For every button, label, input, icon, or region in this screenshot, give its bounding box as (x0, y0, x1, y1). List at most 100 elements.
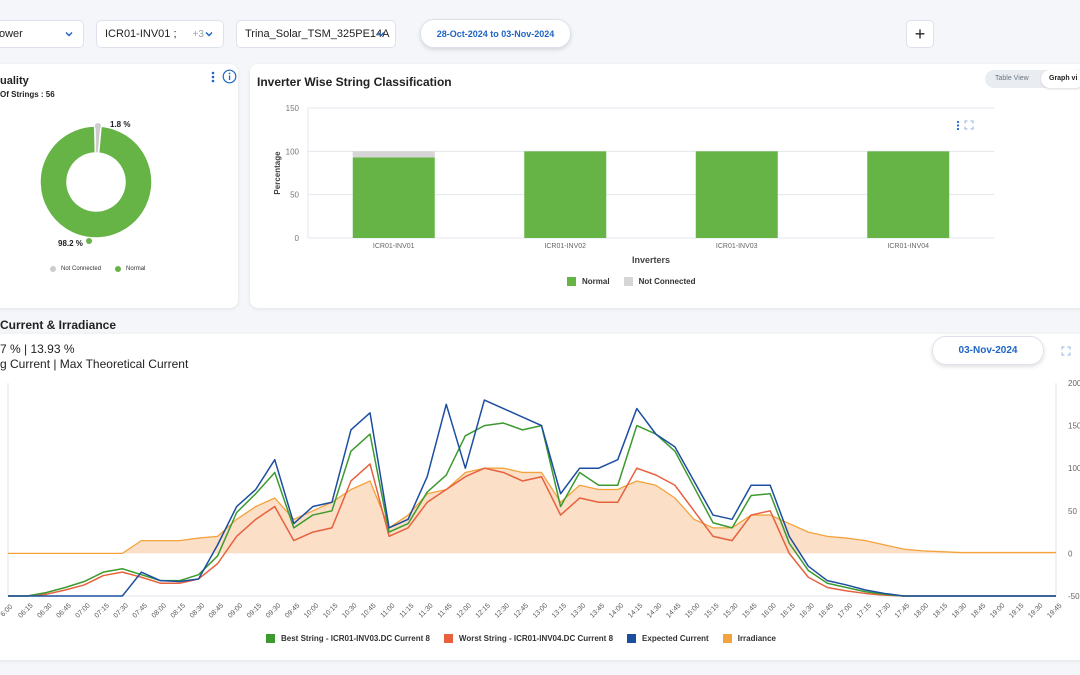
line-x-tick-label: 09:30 (265, 602, 282, 619)
line-series-expected-current[interactable] (8, 399, 1056, 597)
table-view-option[interactable]: Table View (995, 75, 1029, 82)
line-x-tick-label: 12:45 (513, 602, 530, 619)
donut-legend: Not Connected Normal (38, 266, 145, 272)
classification-bar-chart: ICR01-INV01 ICR01-INV02 ICR01-INV03 ICR01-I… (273, 104, 994, 265)
line-x-tick-label: 14:45 (665, 602, 682, 619)
current-stats-labels: g Current | Max Theoretical Current (0, 357, 189, 371)
string-quality-donut: 1.8 % 98.2 % (39, 120, 153, 248)
line-x-tick-label: 15:45 (741, 602, 758, 619)
line-x-tick-label: 08:00 (151, 602, 168, 619)
donut-label-marker (94, 123, 101, 130)
line-x-tick-label: 12:00 (456, 602, 473, 619)
current-irradiance-title: Current & Irradiance (0, 318, 117, 332)
line-x-tick-label: 14:30 (646, 602, 663, 619)
line-x-tick-label: 6:00 (0, 604, 14, 619)
legend-label-worst-string: Worst String - ICR01-INV04.DC Current 8 (458, 634, 614, 643)
view-toggle: Table View Graph vi (985, 70, 1080, 88)
legend-swatch-not-connected (623, 277, 633, 286)
line-x-tick-label: 18:15 (932, 602, 949, 619)
line-x-tick-label: 07:00 (74, 602, 91, 619)
kebab-menu-icon[interactable] (209, 71, 217, 83)
donut-label-marker (86, 238, 92, 244)
string-count-label: Of Strings : 56 (0, 90, 55, 99)
line-x-tick-label: 13:45 (589, 602, 606, 619)
line-x-tick-label: 10:15 (322, 602, 339, 619)
line-x-tick-label: 11:00 (380, 602, 397, 619)
line-y-tick-label: 50 (1068, 507, 1077, 516)
line-x-tick-label: 09:15 (246, 602, 263, 619)
bar-normal-3[interactable] (695, 151, 778, 238)
line-series-best-string[interactable] (8, 422, 1056, 597)
kebab-menu-icon[interactable] (955, 120, 961, 131)
line-x-tick-label: 11:30 (418, 602, 435, 619)
bar-normal-4[interactable] (867, 151, 950, 238)
chevron-down-icon (377, 31, 385, 37)
donut-slice-normal[interactable] (39, 125, 153, 239)
legend-label-not-connected: Not Connected (61, 266, 102, 272)
donut-label-normal: 98.2 % (58, 239, 83, 248)
metric-select[interactable]: ower (0, 20, 84, 48)
irradiance-area (8, 468, 1056, 554)
chevron-down-icon (65, 31, 73, 37)
line-x-tick-label: 15:00 (684, 602, 701, 619)
bar-y-axis-label: Percentage (273, 151, 282, 195)
line-x-tick-label: 07:30 (113, 602, 130, 619)
inverter-select-value: ICR01-INV01 ; (105, 28, 177, 40)
line-x-tick-label: 15:30 (722, 602, 739, 619)
legend-label-irradiance: Irradiance (737, 634, 776, 643)
add-button[interactable]: + (906, 20, 934, 48)
line-x-tick-label: 18:45 (970, 602, 987, 619)
chart-date-button[interactable]: 03-Nov-2024 (932, 336, 1044, 365)
inverter-select[interactable]: ICR01-INV01 ; +3 (96, 20, 224, 48)
legend-swatch-worst-string (443, 634, 453, 643)
module-select[interactable]: Trina_Solar_TSM_325PE14A (236, 20, 396, 48)
line-y-tick-label: 200 (1068, 379, 1080, 388)
legend-label-normal: Normal (582, 277, 610, 286)
line-x-tick-label: 19:15 (1008, 602, 1025, 619)
fullscreen-icon[interactable] (1061, 346, 1071, 356)
bar-normal-2[interactable] (524, 151, 607, 238)
line-x-tick-label: 09:00 (227, 602, 244, 619)
line-x-tick-label: 19:30 (1027, 602, 1044, 619)
bar-x-tick-label: ICR01-INV03 (716, 243, 758, 250)
bar-legend: Normal Not Connected (553, 277, 695, 286)
legend-swatch-not-connected (50, 266, 56, 272)
chart-date-label: 03-Nov-2024 (958, 345, 1018, 356)
legend-swatch-normal (115, 266, 122, 272)
plus-icon: + (914, 23, 926, 44)
graph-view-option[interactable]: Graph vi (1041, 70, 1080, 88)
donut-label-not-connected: 1.8 % (110, 120, 130, 129)
bar-normal-1[interactable] (352, 157, 435, 238)
line-y-tick-label: 100 (1068, 464, 1080, 473)
bar-not-connected-1[interactable] (352, 151, 435, 158)
bar-y-tick-label: 150 (286, 104, 300, 113)
legend-label-not-connected: Not Connected (638, 277, 696, 286)
line-y-tick-label: -50 (1068, 592, 1080, 601)
line-x-tick-label: 15:15 (703, 602, 720, 619)
metric-select-value: ower (0, 28, 23, 40)
legend-label-best-string: Best String - ICR01-INV03.DC Current 8 (281, 634, 430, 643)
legend-swatch-normal (567, 277, 576, 286)
line-series-irradiance[interactable] (8, 467, 1056, 555)
line-series-worst-string[interactable] (8, 463, 1056, 597)
chevron-down-icon (205, 31, 213, 37)
line-legend: Best String - ICR01-INV03.DC Current 8 W… (252, 634, 776, 643)
line-x-tick-label: 08:45 (208, 602, 225, 619)
fullscreen-icon[interactable] (964, 120, 974, 130)
line-x-tick-label: 17:15 (856, 602, 873, 619)
bar-x-axis-label: Inverters (632, 255, 670, 265)
bar-x-tick-label: ICR01-INV04 (887, 243, 929, 250)
filter-bar: ower ICR01-INV01 ; +3 Trina_Solar_TSM_32… (0, 0, 1080, 60)
inverter-more-count: +3 (192, 28, 204, 40)
classification-title: Inverter Wise String Classification (257, 75, 452, 89)
info-icon[interactable] (222, 69, 237, 84)
line-x-tick-label: 10:00 (303, 602, 320, 619)
line-x-tick-label: 12:15 (475, 602, 492, 619)
line-x-tick-label: 10:45 (360, 602, 377, 619)
date-range-button[interactable]: 28-Oct-2024 to 03-Nov-2024 (420, 19, 571, 48)
line-x-tick-label: 07:45 (132, 602, 149, 619)
module-select-value: Trina_Solar_TSM_325PE14A (245, 28, 390, 40)
line-y-tick-label: 150 (1068, 422, 1080, 431)
line-x-tick-label: 13:15 (551, 602, 568, 619)
line-x-tick-label: 06:15 (17, 602, 34, 619)
